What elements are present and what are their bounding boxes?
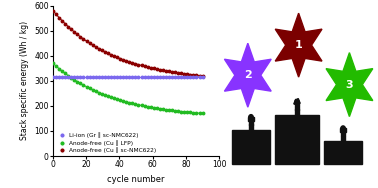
Bar (341, 129, 345, 136)
Bar (275, 115, 319, 164)
Bar (345, 128, 346, 132)
Bar (249, 124, 251, 130)
Polygon shape (225, 43, 271, 107)
Circle shape (341, 126, 345, 131)
Polygon shape (275, 13, 322, 77)
Bar (249, 117, 253, 125)
Bar (324, 141, 362, 164)
Text: 2: 2 (244, 70, 252, 80)
Bar (297, 109, 299, 115)
Legend: Li-ion (Gr ∥ sc-NMC622), Anode-free (Cu ∥ LFP), Anode-free (Cu ∥ sc-NMC622): Li-ion (Gr ∥ sc-NMC622), Anode-free (Cu … (56, 133, 156, 153)
Bar (295, 102, 299, 110)
Circle shape (249, 115, 253, 120)
Bar (295, 109, 297, 115)
Bar (297, 99, 300, 104)
Y-axis label: Stack specific energy (Wh / kg): Stack specific energy (Wh / kg) (20, 21, 29, 140)
Text: 3: 3 (345, 80, 353, 90)
Bar (253, 117, 254, 121)
Polygon shape (326, 53, 373, 117)
Bar (232, 130, 270, 164)
Text: 1: 1 (295, 40, 302, 50)
Bar (341, 136, 343, 141)
Bar (248, 117, 249, 121)
Bar (251, 124, 253, 130)
Bar (343, 136, 345, 141)
Bar (294, 99, 297, 105)
X-axis label: cycle number: cycle number (107, 175, 165, 184)
Bar (340, 128, 341, 132)
Circle shape (295, 100, 299, 105)
